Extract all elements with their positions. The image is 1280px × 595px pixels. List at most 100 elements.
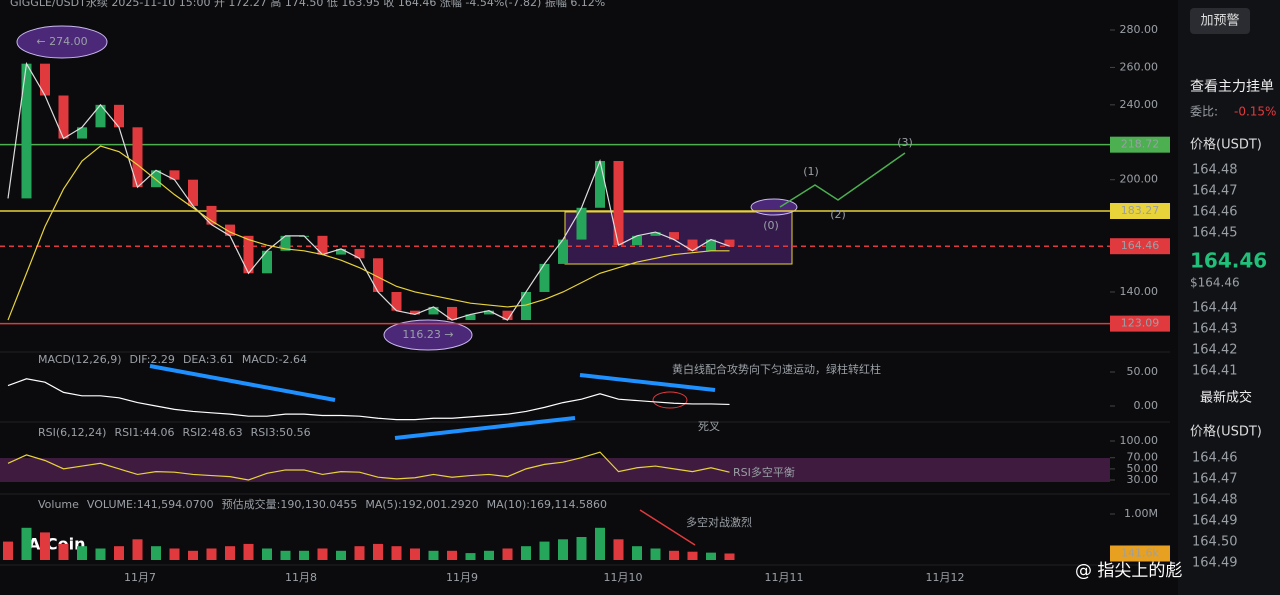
indicator-label: VOLUME:141,594.0700: [87, 498, 214, 511]
candle: [77, 127, 87, 139]
volume-bar: [465, 553, 476, 560]
annotation: 死叉: [698, 420, 720, 433]
alert-button[interactable]: [1190, 8, 1250, 34]
y-tick-label: 200.00: [1120, 173, 1159, 186]
annotation: (0): [763, 219, 779, 232]
candle: [373, 258, 383, 292]
candle: [465, 314, 476, 321]
x-tick-label: 11月12: [926, 571, 965, 584]
volume-bar: [299, 550, 309, 560]
x-tick-label: 11月10: [604, 571, 643, 584]
candle: [317, 235, 328, 255]
volume-bar: [169, 548, 180, 560]
candle: [539, 263, 550, 292]
low-marker: [383, 319, 473, 351]
volume-bar: [243, 543, 254, 560]
candle: [188, 179, 198, 206]
rsi-band: [0, 458, 1110, 482]
volume-bar: [77, 546, 87, 560]
volume-bar: [225, 546, 235, 560]
candle: [169, 170, 180, 180]
candle: [724, 239, 735, 247]
level-tag: [1110, 136, 1170, 153]
candle: [410, 310, 420, 315]
annotation: ← 274.00: [36, 35, 87, 48]
book-price: 164.47: [1192, 472, 1238, 487]
candle: [262, 250, 272, 274]
volume-bar: [95, 548, 106, 560]
annotation: (2): [830, 208, 846, 221]
indicator-label: MA(10):169,114.5860: [487, 498, 607, 511]
volume-bar: [706, 552, 716, 560]
x-tick-label: 11月7: [124, 571, 156, 584]
x-tick-label: 11月8: [285, 571, 317, 584]
candle: [40, 63, 50, 96]
candle: [243, 235, 254, 274]
candle: [151, 170, 161, 188]
indicator-label: RSI1:44.06: [114, 426, 174, 439]
volume-bar: [447, 550, 457, 560]
candle: [521, 291, 531, 321]
candle: [206, 205, 217, 225]
y-tick-label: 0.00: [1134, 399, 1159, 412]
volume-bar: [576, 537, 587, 560]
annotation: 116.23 →: [402, 328, 453, 341]
rsi-line: [7, 451, 730, 481]
x-tick-label: 11月11: [765, 571, 804, 584]
ma-line: [7, 145, 730, 321]
high-marker: [16, 25, 108, 59]
candle: [650, 232, 661, 236]
last-usd: $164.46: [1190, 276, 1240, 290]
annotation: RSI多空平衡: [733, 465, 795, 479]
volume-tag-label: 141.6k: [1121, 546, 1159, 559]
book-price: 164.49: [1192, 514, 1238, 529]
ratio-label: 委比:: [1190, 105, 1218, 119]
volume-bar: [280, 550, 291, 560]
volume-bar: [669, 550, 679, 560]
candle: [632, 235, 642, 246]
book-price: 164.41: [1192, 364, 1238, 379]
volume-bar: [595, 527, 605, 560]
arrow: [394, 416, 576, 440]
book-price: 164.46: [1192, 451, 1238, 466]
volume-bar: [558, 539, 568, 560]
arrow: [149, 364, 336, 402]
volume-bar: [354, 546, 365, 560]
close-line: [7, 61, 730, 321]
y-tick-label: 140.00: [1120, 285, 1159, 298]
level-label: 123.09: [1121, 317, 1160, 330]
book-price: 164.50: [1192, 535, 1238, 550]
level-tag: [1110, 203, 1170, 220]
candle: [447, 306, 457, 321]
candle: [669, 232, 679, 240]
volume-bar: [206, 548, 217, 560]
candle: [132, 127, 143, 188]
volume-bar: [262, 548, 272, 560]
candle: [58, 95, 69, 139]
book-price: 164.48: [1192, 163, 1238, 178]
book-price: 164.48: [1192, 493, 1238, 508]
indicator-label: MACD(12,26,9): [38, 353, 122, 366]
volume-bar: [21, 527, 32, 560]
volume-bar: [539, 541, 550, 560]
y-tick-label: 240.00: [1120, 98, 1159, 111]
volume-bar: [317, 548, 328, 560]
volume-bar: [3, 541, 13, 560]
volume-bar: [687, 551, 698, 560]
logo: AiCoin: [28, 535, 85, 554]
volume-bar: [114, 546, 124, 560]
alert-button-label[interactable]: 加预警: [1200, 13, 1239, 29]
candle: [558, 239, 568, 264]
indicator-label: DIF:2.29: [130, 353, 175, 366]
y-tick-label: 1.00M: [1124, 507, 1158, 520]
volume-tag: [1110, 545, 1170, 562]
candle: [391, 291, 402, 311]
indicator-label: DEA:3.61: [183, 353, 234, 366]
candle: [706, 239, 716, 251]
y-tick-label: 30.00: [1127, 473, 1159, 486]
side-panel: [1178, 0, 1280, 595]
book-price: 164.49: [1192, 556, 1238, 571]
volume-bar: [502, 548, 513, 560]
indicator-label: 预估成交量:190,130.0455: [222, 497, 358, 511]
candle: [502, 310, 513, 321]
